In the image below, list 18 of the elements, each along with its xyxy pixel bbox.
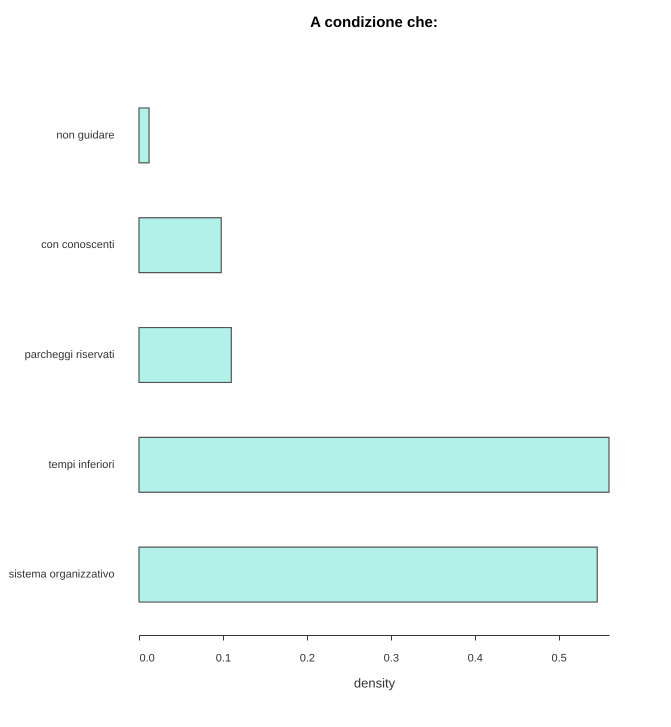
bar [138, 436, 610, 493]
y-tick-label: non guidare [56, 129, 114, 142]
bar [138, 546, 598, 603]
x-axis-title: density [354, 676, 396, 690]
bar [138, 107, 150, 164]
y-tick-label: sistema organizzativo [8, 568, 114, 581]
y-tick-label: con conoscenti [41, 239, 114, 252]
y-tick-label: parcheggi riservati [24, 349, 114, 361]
x-tick-label: 0.1 [216, 652, 232, 664]
bar [138, 217, 222, 274]
x-tick-label: 0.4 [468, 652, 483, 664]
x-tick-label: 0.2 [300, 652, 316, 664]
x-tick-label: 0.0 [140, 652, 155, 664]
text: A condizione che: [310, 14, 438, 31]
bar [138, 326, 232, 384]
x-tick-label: 0.3 [384, 652, 399, 664]
y-tick-label: tempi inferiori [48, 458, 114, 471]
x-tick-label: 0.5 [551, 652, 567, 664]
